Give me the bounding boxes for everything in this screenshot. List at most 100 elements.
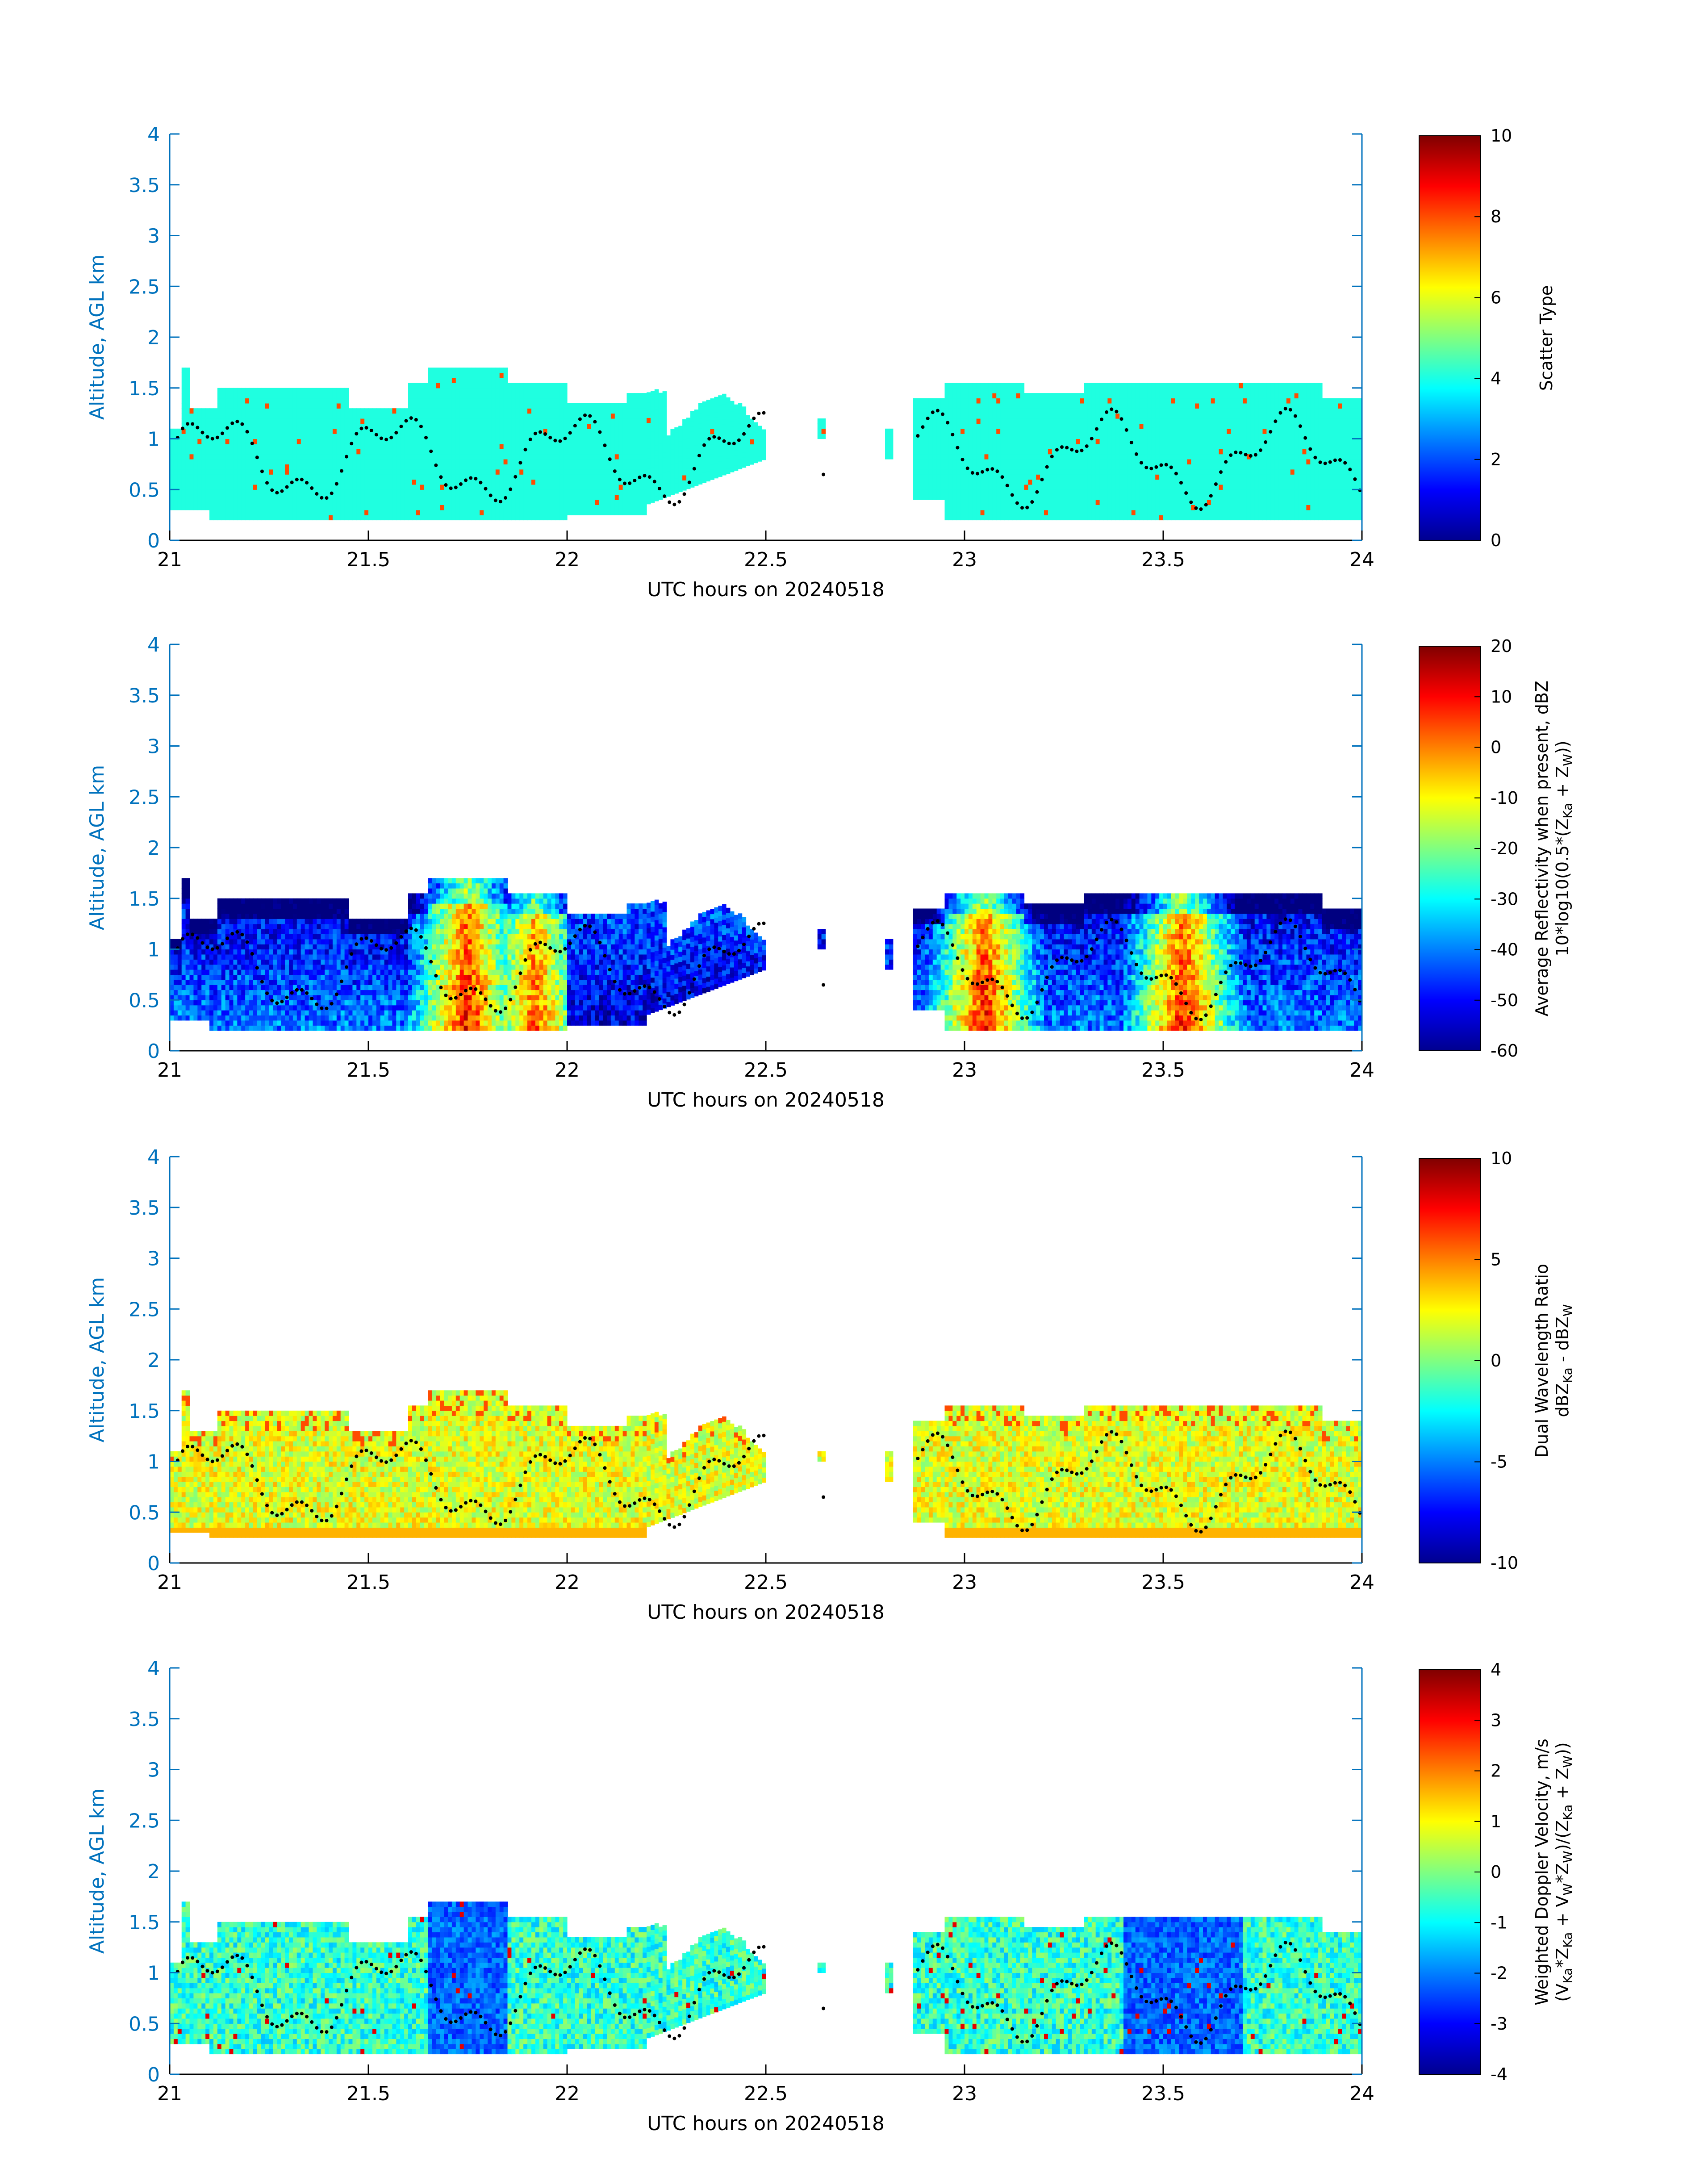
heatmap-cell — [1103, 403, 1108, 409]
heatmap-cell — [261, 500, 266, 505]
heatmap-cell — [928, 408, 933, 414]
heatmap-cell — [296, 439, 301, 444]
heatmap-cell — [221, 428, 226, 434]
heatmap-cell — [432, 383, 436, 389]
heatmap-cell — [956, 479, 961, 485]
heatmap-cell — [325, 489, 329, 495]
heatmap-cell — [992, 474, 997, 480]
heatmap-cell — [292, 434, 297, 439]
heatmap-cell — [1008, 474, 1013, 480]
heatmap-cell — [313, 505, 317, 510]
heatmap-cell — [614, 408, 619, 414]
heatmap-cell — [503, 368, 508, 373]
heatmap-cell — [511, 505, 516, 510]
heatmap-cell — [1139, 494, 1144, 500]
heatmap-cell — [1028, 464, 1032, 470]
heatmap-cell — [296, 418, 301, 424]
heatmap-cell — [603, 489, 607, 495]
heatmap-cell — [591, 439, 595, 444]
heatmap-cell — [368, 469, 373, 475]
heatmap-cell — [360, 505, 365, 510]
heatmap-cell — [317, 418, 321, 424]
heatmap-cell — [650, 462, 655, 468]
heatmap-cell — [631, 393, 635, 399]
heatmap-cell — [734, 404, 739, 410]
heatmap-cell — [551, 500, 555, 505]
heatmap-cell — [468, 378, 472, 383]
heatmap-cell — [448, 479, 452, 485]
heatmap-cell — [416, 418, 421, 424]
heatmap-cell — [464, 398, 468, 404]
heatmap-cell — [392, 464, 397, 470]
heatmap-cell — [364, 515, 369, 521]
heatmap-cell — [960, 479, 965, 485]
heatmap-cell — [647, 478, 651, 484]
heatmap-cell — [1040, 393, 1044, 399]
heatmap-cell — [189, 449, 194, 455]
heatmap-cell — [940, 454, 945, 460]
heatmap-cell — [488, 418, 492, 424]
heatmap-cell — [424, 423, 429, 429]
heatmap-cell — [309, 408, 313, 414]
heatmap-cell — [527, 510, 532, 515]
heatmap-cell — [1076, 398, 1080, 404]
heatmap-cell — [925, 464, 929, 470]
heatmap-cell — [185, 413, 190, 419]
heatmap-cell — [686, 463, 691, 469]
heatmap-cell — [547, 459, 551, 464]
heatmap-cell — [356, 428, 361, 434]
heatmap-cell — [325, 413, 329, 419]
heatmap-cell — [1139, 383, 1144, 389]
heatmap-cell — [1008, 398, 1013, 404]
heatmap-cell — [1052, 500, 1057, 505]
heatmap-cell — [1072, 393, 1076, 399]
heatmap-cell — [1091, 479, 1096, 485]
heatmap-cell — [253, 510, 258, 515]
heatmap-cell — [436, 398, 440, 404]
heatmap-cell — [424, 500, 429, 505]
heatmap-cell — [1000, 515, 1005, 521]
heatmap-cell — [742, 422, 747, 427]
heatmap-cell — [201, 489, 206, 495]
heatmap-cell — [273, 439, 277, 444]
heatmap-cell — [209, 479, 214, 485]
heatmap-cell — [551, 449, 555, 455]
heatmap-cell — [1060, 469, 1065, 475]
heatmap-cell — [595, 459, 599, 464]
heatmap-cell — [1111, 413, 1116, 419]
heatmap-cell — [245, 489, 250, 495]
heatmap-cell — [1020, 403, 1025, 409]
heatmap-cell — [1111, 428, 1116, 434]
heatmap-cell — [1004, 408, 1009, 414]
heatmap-cell — [491, 413, 496, 419]
heatmap-cell — [579, 434, 584, 439]
heatmap-cell — [189, 423, 194, 429]
heatmap-cell — [742, 452, 747, 458]
heatmap-cell — [1024, 489, 1028, 495]
heatmap-cell — [451, 479, 456, 485]
heatmap-cell — [940, 474, 945, 480]
heatmap-cell — [193, 459, 198, 464]
heatmap-cell — [261, 474, 266, 480]
heatmap-cell — [181, 459, 186, 464]
heatmap-cell — [1008, 515, 1013, 521]
heatmap-cell — [1076, 494, 1080, 500]
heatmap-cell — [317, 393, 321, 399]
heatmap-cell — [972, 393, 977, 399]
heatmap-cell — [321, 484, 325, 490]
heatmap-cell — [885, 428, 889, 434]
heatmap-cell — [440, 510, 444, 515]
heatmap-cell — [547, 510, 551, 515]
heatmap-cell — [968, 393, 973, 399]
heatmap-cell — [587, 434, 591, 439]
heatmap-cell — [547, 443, 551, 449]
heatmap-cell — [273, 484, 277, 490]
heatmap-cell — [329, 398, 333, 404]
heatmap-cell — [1044, 393, 1048, 399]
heatmap-cell — [432, 515, 436, 521]
heatmap-cell — [940, 479, 945, 485]
heatmap-cell — [396, 459, 401, 464]
heatmap-cell — [292, 413, 297, 419]
heatmap-cell — [408, 449, 413, 455]
heatmap-cell — [531, 439, 536, 444]
